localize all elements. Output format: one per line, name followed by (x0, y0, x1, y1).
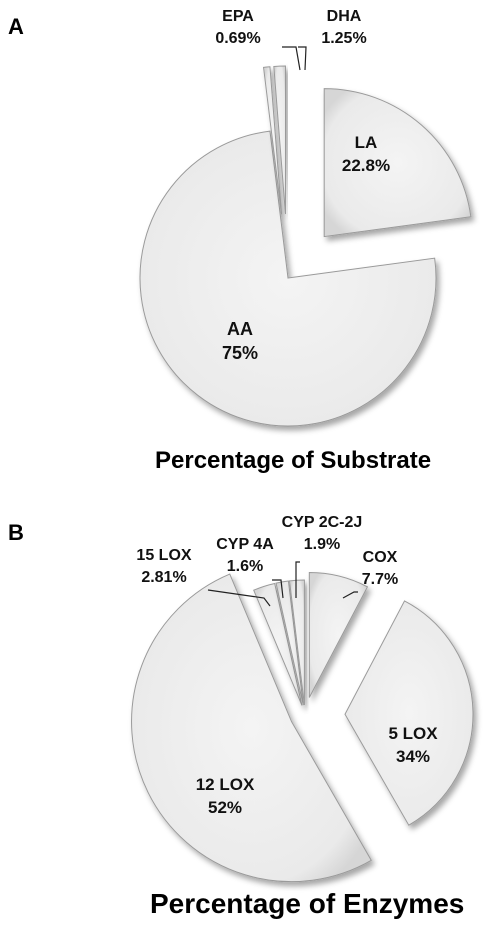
slice-value-12-lox: 52% (208, 798, 242, 817)
slice-value-epa: 0.69% (215, 30, 260, 47)
leader-line-epa (282, 46, 301, 71)
pie-slice-12-lox (131, 573, 372, 883)
leader-line-cyp-2c-2j (295, 561, 300, 598)
slice-value-cyp-4a: 1.6% (227, 558, 263, 575)
substrate-pie: LA 22.8% AA 75% EPA 0.69% DHA 1.25% (139, 8, 472, 427)
slice-label-cyp-4a: CYP 4A (216, 536, 274, 553)
slice-value-5-lox: 34% (396, 747, 430, 766)
slice-label-aa: AA (227, 319, 253, 339)
slice-label-epa: EPA (222, 8, 254, 25)
slice-value-15-lox: 2.81% (141, 569, 186, 586)
panel-b-letter: B (8, 520, 24, 545)
slice-label-5-lox: 5 LOX (388, 724, 438, 743)
pie-slice-cyp-4a (275, 580, 304, 706)
pie-slice-5-lox (344, 600, 474, 826)
leader-line-dha (298, 46, 307, 71)
slice-label-la: LA (355, 133, 378, 152)
slice-label-cyp-2c-2j: CYP 2C-2J (282, 514, 363, 531)
slice-value-aa: 75% (222, 343, 258, 363)
chart-title-enzymes: Percentage of Enzymes (150, 888, 465, 919)
pie-slice-epa (262, 66, 283, 215)
pie-slice-la (323, 88, 472, 238)
pie-slice-cyp-2c-2j (288, 579, 305, 706)
pie-slice-aa (139, 130, 437, 427)
pie-slice-dha (273, 65, 286, 215)
slice-value-cox: 7.7% (362, 571, 398, 588)
enzymes-pie: COX 7.7% 5 LOX 34% 12 LOX 52% 15 LOX 2.81% CYP 4… (131, 514, 474, 883)
pie-slice-cox (308, 572, 369, 698)
slice-value-cyp-2c-2j: 1.9% (304, 536, 340, 553)
slice-label-cox: COX (363, 549, 398, 566)
slice-label-12-lox: 12 LOX (196, 775, 255, 794)
slice-label-15-lox: 15 LOX (136, 547, 191, 564)
slice-value-dha: 1.25% (321, 30, 366, 47)
leader-line-cox (342, 591, 358, 599)
panel-a-letter: A (8, 14, 24, 39)
leader-line-15-lox (207, 589, 271, 607)
slice-value-la: 22.8% (342, 156, 390, 175)
pie-slice-15-lox (253, 582, 303, 706)
slice-label-dha: DHA (327, 8, 362, 25)
leader-line-cyp-4a (272, 579, 284, 599)
chart-title-substrate: Percentage of Substrate (155, 447, 432, 474)
